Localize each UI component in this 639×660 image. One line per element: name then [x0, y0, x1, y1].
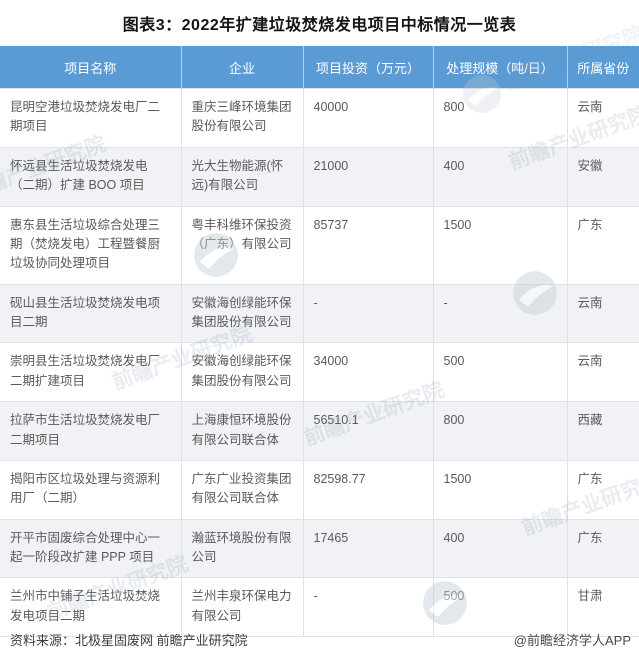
table-cell: 云南	[566, 88, 639, 148]
table-cell: 56510.1	[302, 401, 434, 461]
table-cell: 重庆三峰环境集团股份有限公司	[180, 88, 304, 148]
table-cell: 广东	[566, 205, 639, 285]
table-cell: 粤丰科维环保投资（广东）有限公司	[180, 205, 304, 285]
table-cell: 怀远县生活垃圾焚烧发电（二期）扩建 BOO 项目	[0, 146, 182, 207]
figure-footer: 资料来源：北极星固废网 前瞻产业研究院 @前瞻经济学人APP	[10, 630, 631, 649]
table-cell: 34000	[302, 342, 434, 403]
credit-note: @前瞻经济学人APP	[513, 633, 631, 648]
table-cell: 40000	[302, 88, 434, 148]
table-cell: 甘肃	[566, 577, 639, 638]
table-row: 砚山县生活垃圾焚烧发电项目二期 安徽海创绿能环保集团股份有限公司 - - 云南	[0, 283, 639, 344]
table-cell: 广东广业投资集团有限公司联合体	[180, 459, 304, 520]
table-cell: 1500	[432, 205, 568, 285]
table-row: 怀远县生活垃圾焚烧发电（二期）扩建 BOO 项目 光大生物能源(怀远)有限公司 21…	[0, 146, 639, 207]
table-row: 兰州市中铺子生活垃圾焚烧发电项目二期 兰州丰泉环保电力有限公司 -500 甘肃	[0, 577, 639, 638]
table-cell: 西藏	[566, 401, 639, 461]
column-header-province: 所属省份	[566, 46, 639, 89]
table-row: 崇明县生活垃圾焚烧发电厂二期扩建项目 安徽海创绿能环保集团股份有限公司 34000 5…	[0, 342, 639, 403]
table-cell: -	[302, 283, 434, 344]
table-cell: -	[302, 577, 434, 638]
table-cell: 瀚蓝环境股份有限公司	[180, 518, 304, 579]
table-cell: 安徽海创绿能环保集团股份有限公司	[180, 342, 304, 403]
table-cell: 1500	[432, 459, 568, 520]
table-cell: 惠东县生活垃圾综合处理三期（焚烧发电）工程暨餐厨垃圾协同处理项目	[0, 205, 182, 285]
table-cell: 云南	[566, 342, 639, 403]
table-row: 拉萨市生活垃圾焚烧发电厂二期项目 上海康恒环境股份有限公司联合体 56510.1 80…	[0, 401, 639, 461]
table-cell: 揭阳市区垃圾处理与资源利用厂（二期）	[0, 459, 182, 520]
table-header-row: 项目名称 企业 项目投资（万元） 处理规模（吨/日） 所属省份	[0, 46, 639, 89]
table-cell: 兰州市中铺子生活垃圾焚烧发电项目二期	[0, 577, 182, 638]
source-note: 资料来源：北极星固废网 前瞻产业研究院	[10, 633, 248, 648]
table-cell: 安徽	[566, 146, 639, 207]
table-cell: 安徽海创绿能环保集团股份有限公司	[180, 283, 304, 344]
table-cell: 21000	[302, 146, 434, 207]
table-cell: 光大生物能源(怀远)有限公司	[180, 146, 304, 207]
table-cell: -	[432, 283, 568, 344]
table-cell: 崇明县生活垃圾焚烧发电厂二期扩建项目	[0, 342, 182, 403]
table-cell: 广东	[566, 459, 639, 520]
table-cell: 兰州丰泉环保电力有限公司	[180, 577, 304, 638]
figure-title: 图表3：2022年扩建垃圾焚烧发电项目中标情况一览表	[122, 17, 517, 34]
table-body: 昆明空港垃圾焚烧发电厂二期项目 重庆三峰环境集团股份有限公司 40000 800 云南怀…	[0, 88, 639, 638]
table-cell: 400	[432, 518, 568, 579]
table-cell: 800	[432, 401, 568, 461]
table-row: 揭阳市区垃圾处理与资源利用厂（二期） 广东广业投资集团有限公司联合体 82598.7…	[0, 459, 639, 520]
table-row: 惠东县生活垃圾综合处理三期（焚烧发电）工程暨餐厨垃圾协同处理项目 粤丰科维环保投资…	[0, 205, 639, 285]
table-row: 昆明空港垃圾焚烧发电厂二期项目 重庆三峰环境集团股份有限公司 40000 800 云南	[0, 88, 639, 148]
table-cell: 800	[432, 88, 568, 148]
column-header-project-name: 项目名称	[0, 46, 181, 89]
table-cell: 昆明空港垃圾焚烧发电厂二期项目	[0, 88, 182, 148]
column-header-capacity: 处理规模（吨/日）	[432, 46, 567, 89]
table-cell: 82598.77	[302, 459, 434, 520]
table-cell: 云南	[566, 283, 639, 344]
column-header-investment: 项目投资（万元）	[302, 46, 433, 89]
column-header-company: 企业	[180, 46, 303, 89]
table-cell: 17465	[302, 518, 434, 579]
table-cell: 砚山县生活垃圾焚烧发电项目二期	[0, 283, 182, 344]
table-cell: 上海康恒环境股份有限公司联合体	[180, 401, 304, 461]
table-row: 开平市固废综合处理中心一起一阶段改扩建 PPP 项目 瀚蓝环境股份有限公司 1746…	[0, 518, 639, 579]
table-cell: 开平市固废综合处理中心一起一阶段改扩建 PPP 项目	[0, 518, 182, 579]
table-cell: 500	[432, 577, 568, 638]
table-cell: 广东	[566, 518, 639, 579]
table-cell: 拉萨市生活垃圾焚烧发电厂二期项目	[0, 401, 182, 461]
table-cell: 400	[432, 146, 568, 207]
projects-table: 项目名称 企业 项目投资（万元） 处理规模（吨/日） 所属省份 昆明空港垃圾焚烧…	[0, 46, 639, 638]
table-cell: 500	[432, 342, 568, 403]
table-cell: 85737	[302, 205, 434, 285]
